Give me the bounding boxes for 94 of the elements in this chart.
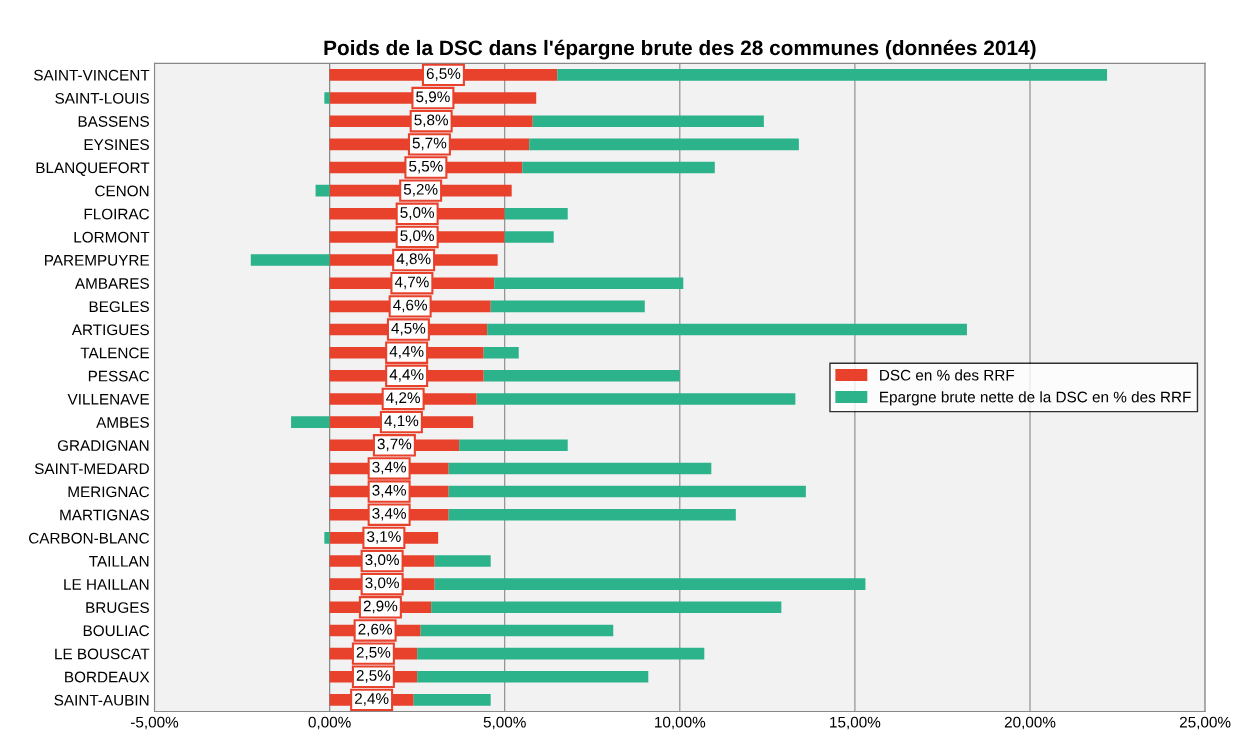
y-tick-label: BORDEAUX (65, 671, 150, 683)
bar (504, 208, 568, 220)
bar (483, 370, 680, 382)
data-label: 3,1% (367, 531, 401, 544)
data-label: 3,7% (377, 438, 412, 452)
data-label: 2,5% (356, 646, 391, 660)
bar (417, 670, 649, 683)
y-tick-label: BEGLES (89, 301, 149, 313)
data-label: 4,6% (393, 299, 428, 313)
bar (417, 647, 705, 660)
x-tick-label: 20,00% (1004, 716, 1056, 730)
y-tick-label: SAINT-MEDARD (34, 463, 149, 475)
bar (448, 462, 712, 475)
bar (490, 300, 645, 313)
y-tick-label: AMBARES (74, 278, 149, 289)
y-tick-label: MERIGNAC (68, 486, 150, 498)
data-label: 3,4% (372, 508, 406, 521)
data-label: 4,7% (394, 276, 429, 290)
y-tick-label: TAILLAN (89, 556, 149, 567)
data-label: 4,1% (384, 415, 419, 429)
y-tick-label: FLOIRAC (84, 208, 150, 220)
data-label: 3,4% (372, 461, 406, 475)
bar (448, 485, 806, 498)
data-label: 2,6% (358, 623, 392, 637)
data-label: 6,5% (426, 68, 461, 81)
bar (532, 115, 764, 127)
y-tick-label: PAREMPUYRE (45, 255, 149, 266)
bar (250, 254, 330, 266)
data-label: 2,5% (356, 670, 391, 683)
data-label: 5,0% (400, 207, 435, 220)
y-tick-label: VILLENAVE (67, 394, 149, 405)
y-tick-label: AMBES (96, 416, 149, 428)
x-tick-label: -5,00% (130, 716, 179, 730)
y-tick-label: CENON (95, 185, 149, 197)
bar (459, 439, 568, 452)
data-label: 5,7% (412, 137, 447, 151)
y-tick-label: BLANQUEFORT (36, 162, 150, 176)
data-label: 5,0% (400, 230, 435, 243)
bar (487, 323, 967, 336)
bar (494, 277, 684, 290)
bar (434, 555, 491, 567)
data-label: 4,2% (386, 392, 421, 405)
y-tick-label: MARTIGNAS (60, 509, 149, 521)
bar (483, 346, 519, 359)
x-tick-label: 15,00% (830, 716, 881, 730)
y-tick-label: CARBON-BLANC (29, 532, 150, 544)
data-label: 4,8% (396, 253, 431, 266)
data-label: 5,2% (403, 183, 438, 197)
legend-label: Epargne brute nette de la DSC en % des RRF (880, 391, 1191, 406)
y-tick-label: TALENCE (80, 347, 149, 359)
bar (324, 92, 330, 104)
data-label: 3,4% (372, 484, 406, 498)
y-tick-label: LE BOUSCAT (55, 648, 150, 660)
y-tick-label: BASSENS (78, 116, 149, 127)
x-tick-label: 10,00% (655, 716, 706, 730)
x-tick-label: 25,00% (1179, 716, 1231, 730)
data-label: 3,0% (365, 577, 399, 591)
y-tick-label: BRUGES (86, 602, 149, 613)
bar (504, 231, 554, 243)
data-label: 2,9% (363, 600, 398, 614)
y-tick-label: LE HAILLAN (64, 579, 149, 590)
x-tick-label: 5,00% (483, 716, 526, 730)
bar (291, 416, 330, 428)
data-label: 5,5% (409, 160, 443, 174)
bar (476, 393, 796, 405)
bar (315, 184, 330, 197)
y-tick-label: BOULIAC (83, 625, 150, 637)
data-label: 2,4% (354, 693, 389, 706)
bar (324, 532, 330, 544)
y-tick-label: SAINT-VINCENT (34, 69, 150, 81)
data-label: 5,8% (414, 114, 449, 128)
data-label: 5,9% (416, 91, 450, 104)
bar (413, 694, 491, 706)
legend-label: DSC en % des RRF (880, 369, 1015, 381)
y-tick-label: SAINT-LOUIS (55, 92, 149, 104)
data-label: 4,5% (391, 322, 426, 336)
y-tick-label: EYSINES (84, 139, 149, 151)
y-tick-label: ARTIGUES (71, 324, 149, 336)
bar (431, 601, 782, 614)
data-label: 3,0% (365, 554, 399, 567)
bar (529, 138, 799, 151)
data-label: 4,4% (389, 369, 424, 382)
y-tick-label: PESSAC (88, 370, 150, 382)
data-label: 4,4% (389, 346, 424, 359)
bar (420, 624, 614, 637)
y-tick-label: LORMONT (74, 231, 150, 243)
bar (522, 161, 715, 174)
bar (448, 508, 736, 521)
y-tick-label: GRADIGNAN (57, 440, 149, 451)
x-tick-label: 0,00% (308, 716, 351, 730)
bar (434, 578, 866, 590)
y-tick-label: SAINT-AUBIN (54, 694, 149, 706)
bar (557, 69, 1108, 81)
chart-title: Poids de la DSC dans l'épargne brute des 28 communes (données 2014) (324, 39, 1036, 60)
